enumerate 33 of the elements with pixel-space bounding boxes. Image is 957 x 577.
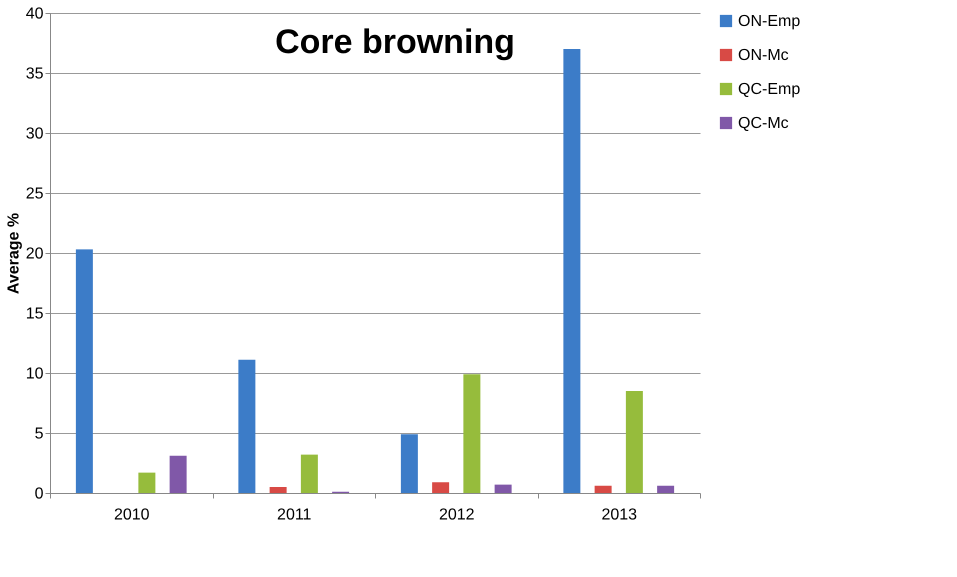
bar (432, 482, 450, 493)
x-tick-label: 2013 (601, 506, 638, 524)
bar (138, 472, 156, 493)
bar (400, 434, 418, 493)
bar (657, 486, 674, 493)
bar (76, 249, 93, 493)
bar (594, 486, 612, 493)
y-tick-label: 30 (26, 126, 44, 142)
x-tick-label: 2012 (438, 506, 475, 524)
y-tick-label: 0 (34, 486, 44, 502)
y-tick-label: 10 (26, 366, 44, 382)
bar (238, 360, 256, 493)
x-tick-label: 2011 (277, 506, 312, 524)
x-tick-label: 2010 (114, 506, 150, 524)
y-axis-title: Average % (6, 212, 23, 294)
bar (563, 49, 580, 493)
legend-label: QC-Mc (738, 115, 789, 132)
legend-label: QC-Emp (738, 81, 800, 98)
y-tick-label: 40 (26, 6, 44, 22)
bar (170, 456, 187, 493)
y-tick-label: 5 (34, 426, 44, 442)
bar (300, 454, 318, 493)
y-tick-label: 20 (26, 246, 44, 262)
y-tick-label: 25 (26, 186, 44, 202)
y-tick-label: 15 (26, 306, 44, 322)
bar (626, 391, 643, 493)
bar (494, 484, 512, 493)
chart-title: Core browning (275, 23, 515, 61)
bar (463, 374, 480, 493)
legend-label: ON-Mc (738, 47, 789, 64)
legend-label: ON-Emp (738, 13, 800, 30)
bar (270, 487, 287, 493)
y-tick-label: 35 (26, 66, 44, 82)
